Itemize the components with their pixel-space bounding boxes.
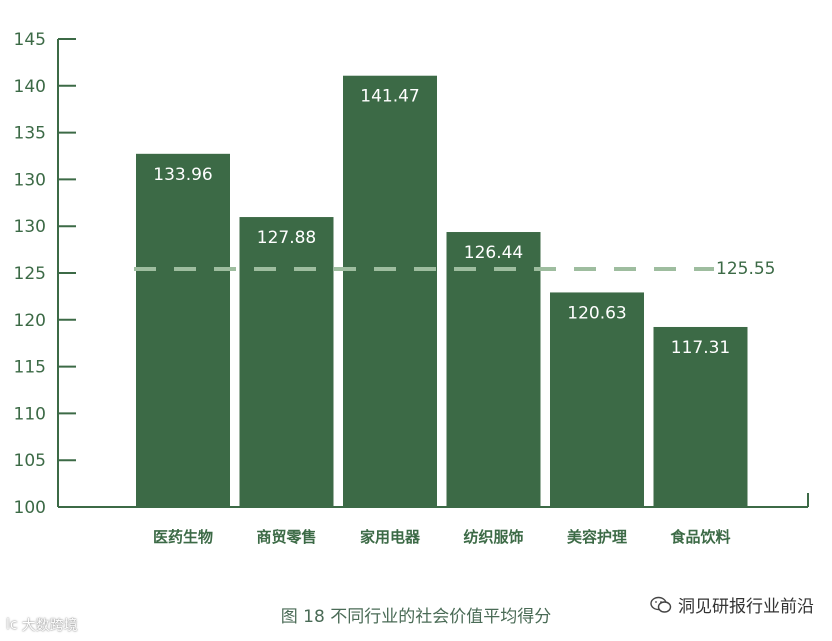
bar [653, 326, 748, 507]
y-tick-label: 130 [14, 170, 46, 190]
watermark-left-text: 大数跨境 [21, 618, 78, 634]
bar [343, 75, 437, 507]
y-tick-label: 120 [14, 311, 46, 331]
watermark-left: lc 大数跨境 [6, 615, 78, 635]
bar-value-label: 127.88 [257, 228, 316, 248]
bar-chart: 100 105 110 115 120 125 130 130 135 140 145 133.96 医… [14, 30, 809, 546]
y-tick-label: 145 [14, 30, 46, 50]
watermark-right: 洞见研报行业前沿 [650, 592, 814, 617]
watermark-right-text: 洞见研报行业前沿 [678, 597, 814, 617]
bar-value-label: 120.63 [567, 303, 626, 323]
bar [239, 217, 334, 507]
bar-value-label: 117.31 [671, 338, 730, 358]
y-tick-label: 140 [14, 77, 46, 97]
y-tick-label: 135 [14, 124, 46, 144]
wechat-icon [650, 596, 672, 613]
x-category-label: 医药生物 [153, 528, 213, 546]
figure-caption: 图 18 不同行业的社会价值平均得分 [280, 607, 552, 627]
bar-value-label: 126.44 [464, 243, 523, 263]
average-reference-label: 125.55 [716, 259, 775, 279]
x-category-label: 美容护理 [567, 528, 627, 546]
x-category-label: 纺织服饰 [463, 528, 523, 546]
bar [136, 153, 230, 508]
y-tick-label: 125 [14, 264, 46, 284]
watermark-left-icon: lc [6, 617, 18, 633]
y-tick-label: 130 [14, 217, 46, 237]
y-tick-label: 115 [14, 358, 46, 378]
x-category-label: 商贸零售 [256, 528, 316, 546]
y-tick-label: 100 [14, 498, 46, 518]
bar-value-label: 133.96 [153, 165, 212, 185]
x-category-label: 家用电器 [360, 528, 421, 546]
bar [446, 232, 541, 508]
x-category-label: 食品饮料 [670, 528, 730, 546]
bar-value-label: 141.47 [360, 87, 419, 107]
y-tick-label: 105 [14, 451, 46, 471]
bar [550, 292, 644, 507]
y-tick-label: 110 [14, 404, 46, 424]
